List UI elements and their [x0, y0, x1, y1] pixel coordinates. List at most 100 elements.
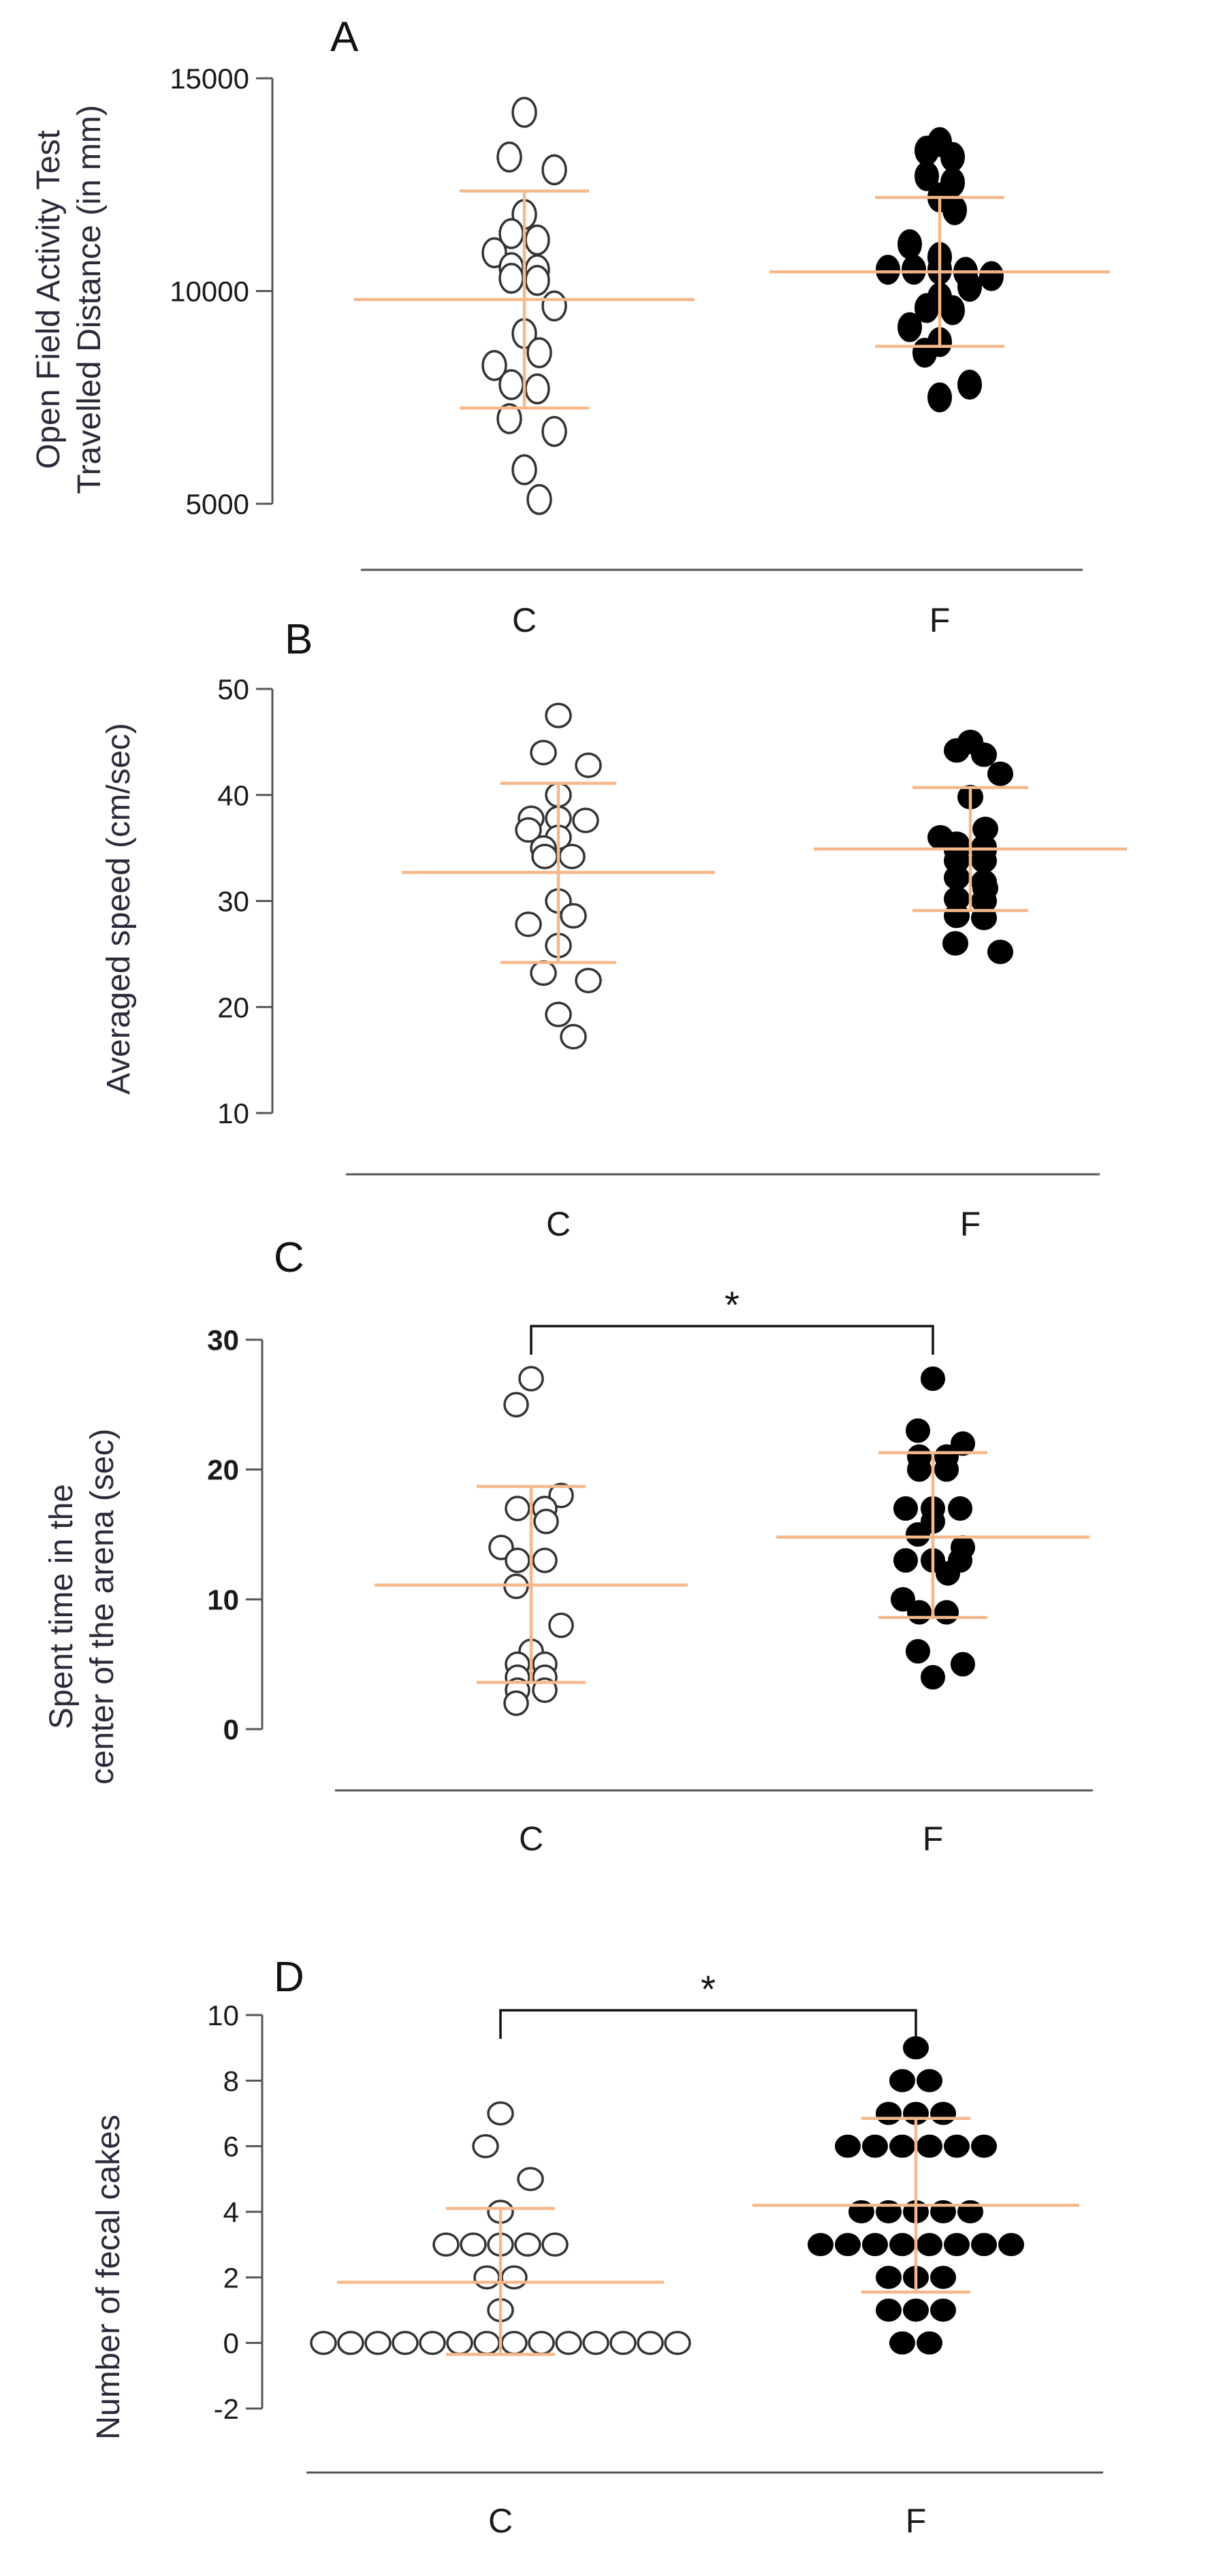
- panel-d-point-c: [392, 2330, 419, 2355]
- panel-b-point-f: [944, 865, 970, 890]
- panel-d-point-c: [528, 2330, 555, 2355]
- panel-c-point-f: [934, 1457, 959, 1482]
- panel-d-point-f: [930, 2298, 956, 2322]
- panel-b-point-f: [971, 742, 997, 767]
- panel-d-point-f: [903, 2298, 929, 2322]
- panel-c-point-f: [948, 1496, 972, 1521]
- panel-a-point-c: [541, 290, 567, 322]
- panel-d-point-f: [835, 2134, 861, 2158]
- panel-a-point-f: [957, 272, 982, 302]
- panel-c-point-c: [548, 1483, 574, 1509]
- panel-c-point-f: [893, 1548, 918, 1573]
- panel-b: B Averaged speed (cm/sec) 10 20 30 40 50 C F: [101, 616, 1127, 1243]
- panel-a-point-c: [496, 403, 522, 434]
- panel-d-y-tick-label: 8: [223, 2065, 239, 2097]
- panel-d-y-tick-label: 0: [223, 2328, 239, 2360]
- panel-d-point-c: [472, 2134, 499, 2159]
- panel-c-ylabel-line2: center of the arena (sec): [84, 1429, 121, 1785]
- panel-d-ylabel: Number of fecal cakes: [91, 2114, 127, 2440]
- panel-a-point-f: [915, 135, 939, 166]
- panel-d-point-f: [835, 2233, 861, 2257]
- panel-b-point-f: [944, 738, 970, 763]
- panel-a: A Open Field Activity Test Travelled Dis…: [31, 14, 1110, 639]
- panel-d-point-c: [446, 2330, 473, 2355]
- panel-d-point-c: [582, 2330, 609, 2355]
- panel-b-point-c: [575, 752, 602, 778]
- panel-c-category-label: C: [519, 1820, 543, 1858]
- panel-d-letter: D: [274, 1954, 304, 2001]
- panel-a-point-f: [876, 255, 900, 285]
- panel-d-significance-star: *: [701, 1967, 716, 2010]
- panel-a-point-c: [524, 265, 550, 296]
- panel-d-point-c: [419, 2330, 446, 2355]
- panel-c-point-c: [532, 1677, 558, 1703]
- panel-d-point-f: [998, 2233, 1024, 2257]
- panel-d-y-tick-label: 6: [223, 2131, 239, 2163]
- panel-c-y-tick-label: 10: [207, 1583, 239, 1615]
- panel-d-point-c: [500, 2330, 528, 2355]
- panel-c-significance-bracket: [530, 1325, 934, 1355]
- panel-b-point-c: [531, 843, 558, 869]
- panel-a-ylabel-line1: Open Field Activity Test: [31, 130, 67, 469]
- panel-c-point-f: [907, 1457, 932, 1482]
- panel-d-category-label: F: [906, 2502, 927, 2540]
- panel-d-point-f: [889, 2233, 915, 2257]
- panel-d-point-c: [310, 2330, 337, 2355]
- panel-d-point-f: [917, 2134, 942, 2158]
- panel-a-point-f: [942, 195, 967, 225]
- panel-c-letter: C: [274, 1234, 304, 1281]
- panel-c-point-f: [906, 1418, 930, 1443]
- panel-a-point-c: [496, 141, 522, 173]
- panel-b-y-tick-label: 10: [217, 1097, 249, 1129]
- panel-c-category-label: F: [923, 1820, 944, 1858]
- panel-c-point-c: [533, 1509, 559, 1534]
- panel-a-point-c: [541, 154, 567, 186]
- panel-a-ylabel-line2: Travelled Distance (in mm): [71, 105, 108, 494]
- panel-d-point-f: [808, 2233, 833, 2257]
- panel-d-point-f: [944, 2134, 970, 2158]
- panel-d-point-f: [876, 2102, 902, 2125]
- panel-b-ylabel: Averaged speed (cm/sec): [101, 723, 137, 1095]
- panel-a-category-label: F: [929, 601, 951, 639]
- panel-a-point-c: [481, 350, 507, 381]
- panel-b-point-f: [987, 761, 1013, 786]
- panel-a-point-f: [957, 370, 982, 400]
- panel-d-point-f: [889, 2069, 915, 2093]
- panel-c-point-f: [951, 1652, 975, 1677]
- panel-a-point-c: [511, 97, 537, 128]
- panel-c-plot: 0 10 20 30 C F *: [207, 1283, 1093, 1858]
- panel-d-point-c: [432, 2232, 460, 2257]
- panel-b-plot: 10 20 30 40 50 C F: [217, 673, 1127, 1243]
- panel-b-point-c: [575, 967, 602, 994]
- panel-a-point-f: [927, 382, 952, 413]
- panel-b-y-tick-label: 30: [217, 886, 249, 918]
- panel-a-point-f: [915, 161, 939, 191]
- panel-c-point-f: [951, 1431, 975, 1456]
- panel-d-point-c: [514, 2232, 541, 2257]
- panel-c-point-f: [906, 1522, 930, 1547]
- panel-b-letter: B: [285, 616, 313, 663]
- panel-a-point-c: [511, 454, 537, 485]
- panel-c-significance-star: *: [725, 1283, 740, 1326]
- panel-d-point-f: [876, 2266, 902, 2289]
- panel-b-point-f: [942, 931, 968, 956]
- panel-b-point-f: [944, 903, 970, 929]
- panel-b-point-c: [558, 843, 586, 869]
- panel-b-point-c: [572, 807, 599, 833]
- panel-d-y-tick-label: 10: [207, 1999, 239, 2031]
- panel-d-point-c: [337, 2330, 364, 2355]
- panel-b-point-c: [530, 739, 557, 766]
- panel-c: C Spent time in the center of the arena …: [44, 1234, 1093, 1858]
- panel-d-category-label: C: [488, 2502, 513, 2540]
- panel-b-y-tick-label: 50: [217, 673, 249, 705]
- panel-a-point-f: [940, 142, 965, 172]
- panel-d-point-f: [917, 2069, 942, 2093]
- panel-a-point-f: [979, 261, 1004, 291]
- panel-d-point-c: [541, 2232, 569, 2257]
- panel-b-point-c: [545, 703, 572, 728]
- panel-c-y-tick-label: 30: [207, 1324, 239, 1356]
- panel-b-point-c: [515, 817, 542, 843]
- panel-c-point-f: [891, 1587, 915, 1612]
- panel-b-point-c: [560, 903, 587, 929]
